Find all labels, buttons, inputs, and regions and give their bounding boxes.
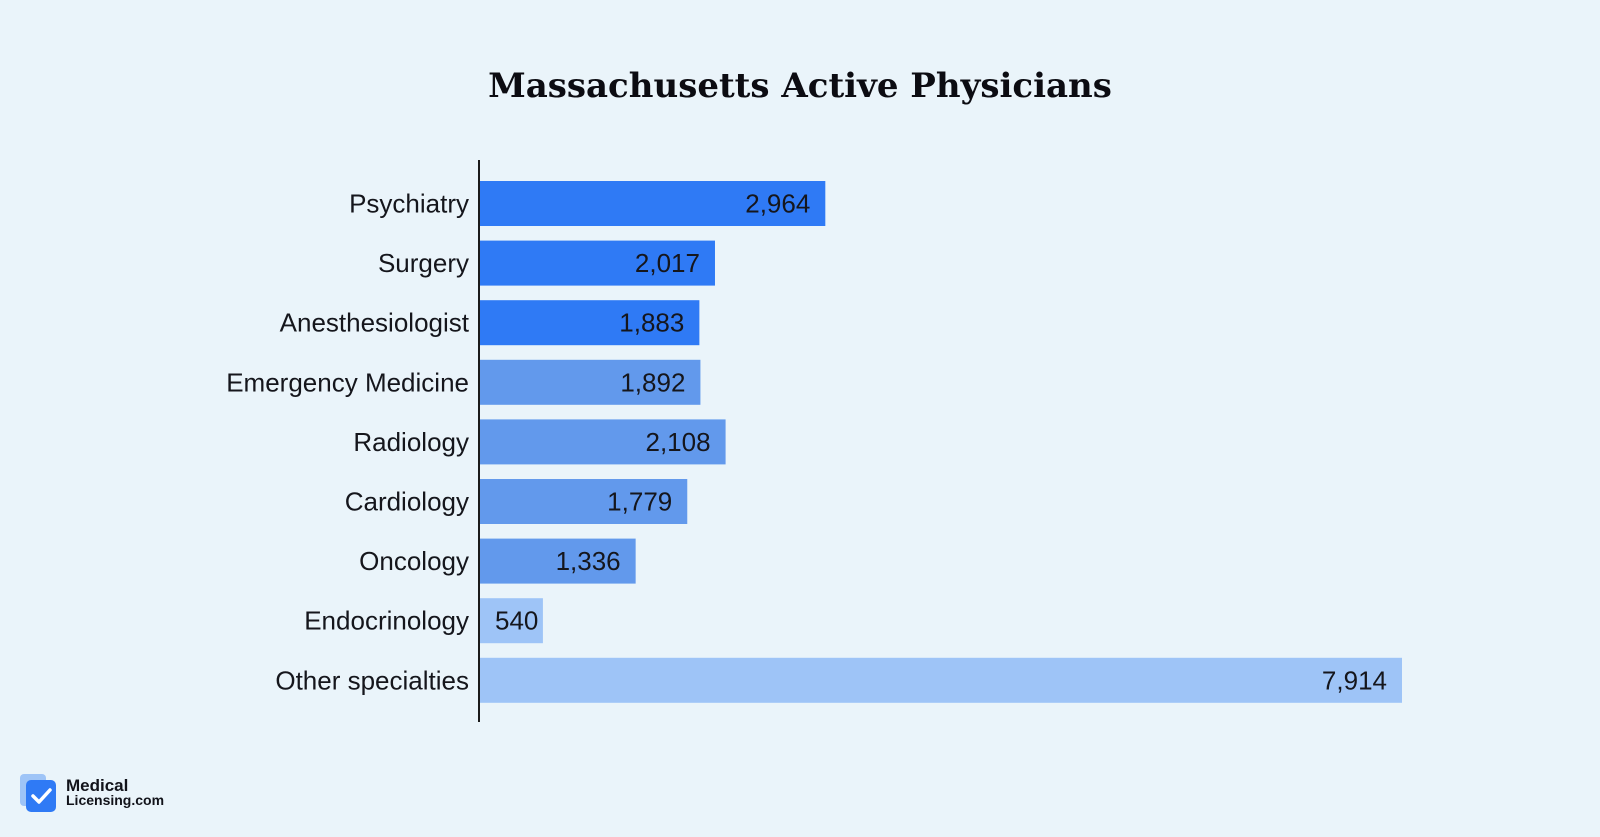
checkmark-document-icon (20, 774, 56, 812)
value-label: 2,108 (646, 427, 711, 457)
brand-name-line1: Medical (66, 776, 129, 795)
value-label: 1,336 (556, 546, 621, 576)
category-label: Emergency Medicine (226, 367, 469, 397)
brand-logo: Medical Licensing.com (18, 772, 164, 814)
bar (480, 538, 636, 584)
value-label: 1,883 (619, 308, 684, 338)
bar (480, 359, 701, 405)
bar (480, 300, 700, 346)
bars-layer: Psychiatry 2,964 Surgery 2,017 Anesthesiolog… (226, 181, 1402, 703)
category-label: Other specialties (275, 665, 469, 695)
bar (480, 598, 543, 644)
bar (480, 479, 688, 524)
category-label: Surgery (378, 248, 469, 278)
brand-name-line2: Licensing.com (66, 792, 165, 808)
category-label: Anesthesiologist (280, 308, 470, 338)
bar (480, 240, 715, 286)
category-label: Endocrinology (304, 606, 469, 636)
value-label: 540 (495, 606, 538, 636)
category-label: Cardiology (345, 487, 469, 517)
bar (480, 419, 726, 465)
category-label: Radiology (353, 427, 469, 457)
brand-wordmark: Medical Licensing.com (66, 776, 165, 808)
value-label: 1,779 (607, 487, 672, 517)
value-label: 1,892 (620, 367, 685, 397)
bar (480, 657, 1402, 703)
chart-title: Massachusetts Active Physicians (488, 66, 1112, 106)
category-label: Oncology (359, 546, 469, 576)
value-label: 2,964 (745, 189, 810, 219)
bar (480, 181, 826, 226)
value-label: 2,017 (635, 248, 700, 278)
category-label: Psychiatry (349, 189, 469, 219)
value-label: 7,914 (1322, 665, 1387, 695)
